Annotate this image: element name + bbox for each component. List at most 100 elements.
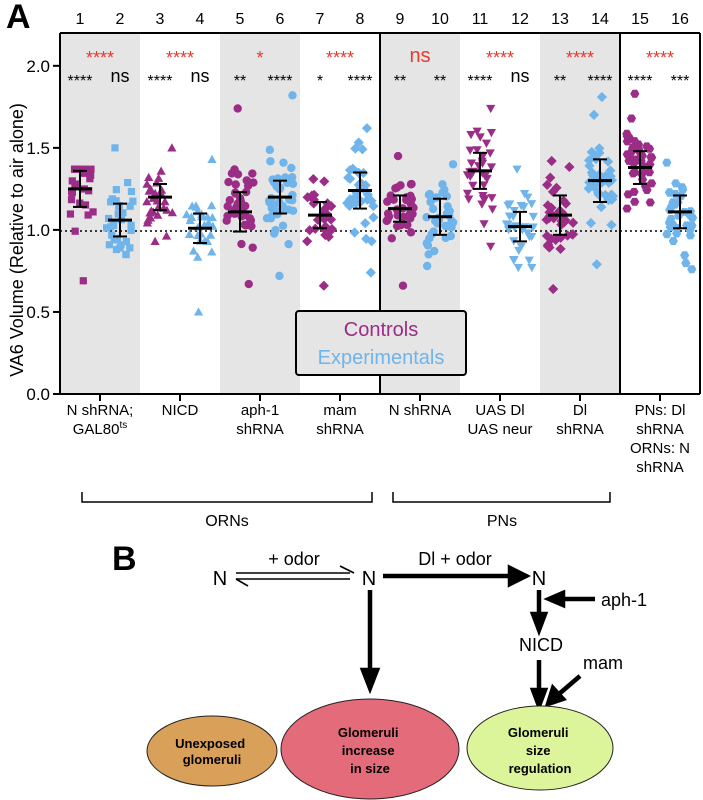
category-label-line: shRNA [636,459,684,476]
data-point [387,234,396,243]
data-point [308,173,319,185]
data-point [188,246,199,255]
data-point [207,201,217,210]
column-significance: ** [234,73,246,90]
column-number: 6 [276,11,285,28]
data-point [349,227,360,238]
category-label-line: mam [323,402,356,419]
data-point [680,251,690,260]
y-tick-label: 1.5 [26,139,50,158]
data-point [271,225,280,235]
category-label-line: aph-1 [241,402,279,419]
column-number: 3 [156,11,165,28]
column-significance: **** [68,73,93,90]
category-label-line: UAS Dl [475,402,524,419]
data-point [479,220,489,229]
data-point [126,244,134,252]
data-point [448,160,458,169]
column-significance: **** [148,73,173,90]
data-point [687,265,697,274]
data-point [481,139,492,148]
column-number: 5 [236,11,245,28]
data-point [302,192,313,203]
data-point [479,181,489,190]
data-point [114,210,122,218]
data-point [668,237,678,245]
data-point [191,201,201,210]
data-point [318,280,329,291]
data-point [312,214,324,225]
data-point [671,179,681,188]
data-point [237,239,246,249]
data-point [527,264,537,273]
data-point [544,207,555,218]
column-significance: **** [588,73,613,90]
data-point [362,189,373,200]
data-point [528,212,538,222]
y-tick-label: 2.0 [26,57,50,76]
column-number: 2 [116,11,125,28]
data-point [224,177,233,187]
data-point [142,197,152,206]
legend-box [295,310,467,376]
data-point [560,198,572,209]
data-point [583,155,595,166]
data-point [386,191,395,200]
comparison-significance: **** [86,48,114,68]
data-point [591,259,602,270]
data-point [594,147,605,158]
data-point [516,201,526,211]
data-point [630,89,640,98]
data-point [503,201,513,210]
column-significance: **** [348,73,373,90]
data-point [513,264,523,273]
data-point [350,143,361,154]
data-point [357,144,368,155]
data-point [345,194,356,205]
data-point [119,209,127,217]
data-point [248,169,257,178]
data-point [430,246,439,256]
error-bars [68,150,692,245]
comparison-significance: **** [326,48,354,68]
data-point [587,170,598,181]
data-point [319,204,330,215]
data-point [150,236,160,245]
data-point [207,212,217,222]
data-point [278,221,288,230]
data-point [647,153,657,162]
data-point [129,197,137,205]
data-point [266,157,275,166]
comparison-significance: **** [646,48,674,68]
data-point [596,91,608,103]
column-significance: ns [110,66,129,86]
data-point [402,193,411,202]
data-point [368,212,379,223]
column-number: 16 [671,11,689,28]
data-point [622,137,632,146]
data-point [361,123,373,134]
data-point [670,198,680,207]
data-point [681,259,691,268]
data-point [122,250,130,259]
data-point [117,241,125,249]
data-point [465,146,475,155]
data-point [233,170,243,179]
data-point [187,212,197,222]
data-point [422,261,432,271]
data-point [422,213,431,222]
data-point [365,267,376,278]
column-number: 13 [551,11,569,28]
data-point [248,243,257,252]
data-point [104,214,113,223]
data-point [360,180,371,191]
data-point [427,230,436,239]
panel-b-letter: B [112,540,137,578]
category-label-line: Dl [573,402,587,419]
data-point [223,202,232,211]
data-point [685,231,695,240]
data-point [322,198,333,209]
group-label-pns: PNs [487,513,517,530]
data-point [464,195,474,204]
data-point [542,179,553,190]
